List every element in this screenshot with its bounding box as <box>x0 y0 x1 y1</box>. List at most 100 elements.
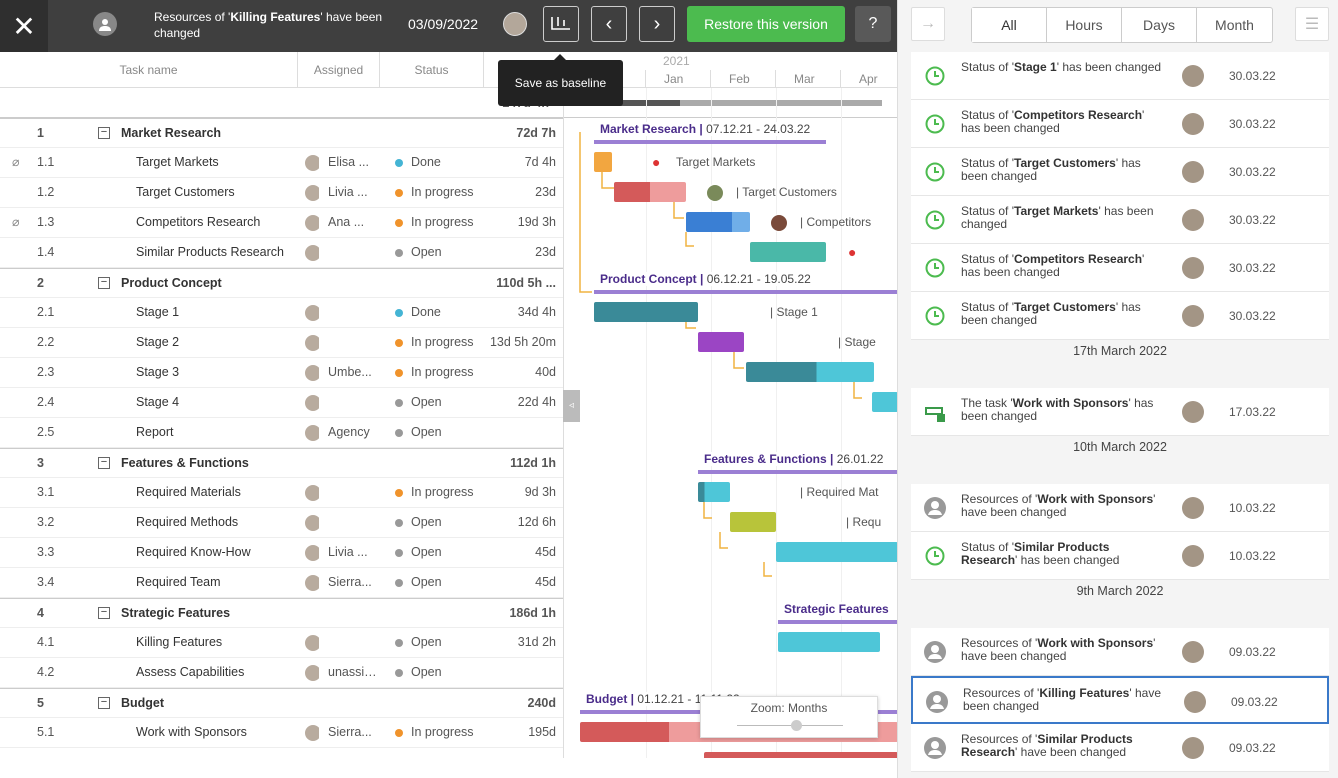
gantt-bar[interactable] <box>704 752 897 758</box>
status-cell[interactable]: Open <box>395 628 442 657</box>
task-row[interactable]: 1.4 Similar Products Research Open 23d <box>0 238 563 268</box>
task-name[interactable]: Assess Capabilities <box>136 665 245 679</box>
task-row[interactable]: 3.1 Required Materials In progress 9d 3h <box>0 478 563 508</box>
status-cell[interactable]: Open <box>395 508 442 537</box>
task-row[interactable]: 4.1 Killing Features Open 31d 2h <box>0 628 563 658</box>
arrow-right-icon[interactable]: → <box>911 7 945 41</box>
task-name[interactable]: Required Team <box>136 575 221 589</box>
task-row[interactable]: 3.2 Required Methods Open 12d 6h <box>0 508 563 538</box>
task-row[interactable]: 4.2 Assess Capabilities unassigned Open <box>0 658 563 688</box>
status-cell[interactable]: In progress <box>395 208 474 237</box>
task-row[interactable]: 1.2 Target Customers Livia ... In progress 2… <box>0 178 563 208</box>
task-row[interactable]: 2.5 Report Agency Open <box>0 418 563 448</box>
collapse-icon[interactable]: − <box>98 127 110 139</box>
history-item[interactable]: Status of 'Target Customers' has been ch… <box>911 148 1329 196</box>
task-row[interactable]: 2.4 Stage 4 Open 22d 4h <box>0 388 563 418</box>
task-name[interactable]: Similar Products Research <box>136 245 284 259</box>
history-item[interactable]: Status of 'Competitors Research' has bee… <box>911 244 1329 292</box>
group-row[interactable]: 2 − Product Concept 110d 5h ... <box>0 268 563 298</box>
status-cell[interactable]: In progress <box>395 358 474 387</box>
status-cell[interactable]: Done <box>395 298 441 327</box>
task-name[interactable]: Target Markets <box>136 155 219 169</box>
filter-icon[interactable]: ☰ <box>1295 7 1329 41</box>
status-cell[interactable]: In progress <box>395 478 474 507</box>
history-item[interactable]: Status of 'Competitors Research' has bee… <box>911 100 1329 148</box>
gantt-bar[interactable] <box>594 302 698 322</box>
group-row[interactable]: 3 − Features & Functions 112d 1h <box>0 448 563 478</box>
history-item[interactable]: Resources of 'Work with Sponsors' have b… <box>911 628 1329 676</box>
task-name[interactable]: Required Know-How <box>136 545 251 559</box>
task-name[interactable]: Required Materials <box>136 485 241 499</box>
gantt-bar[interactable] <box>594 152 612 172</box>
status-cell[interactable]: Open <box>395 238 442 267</box>
gantt-bar[interactable] <box>746 362 874 382</box>
task-row[interactable]: 2.3 Stage 3 Umbe... In progress 40d <box>0 358 563 388</box>
status-cell[interactable]: Open <box>395 538 442 567</box>
status-cell[interactable]: Open <box>395 658 442 687</box>
filter-days[interactable]: Days <box>1122 8 1197 42</box>
task-name[interactable]: Required Methods <box>136 515 239 529</box>
restore-version-button[interactable]: Restore this version <box>687 6 845 42</box>
group-row[interactable]: 5 − Budget 240d <box>0 688 563 718</box>
gantt-bar[interactable] <box>686 212 750 232</box>
collapse-icon[interactable]: − <box>98 697 110 709</box>
status-cell[interactable]: In progress <box>395 328 474 357</box>
task-row[interactable]: 3.3 Required Know-How Livia ... Open 45d <box>0 538 563 568</box>
next-version-button[interactable]: › <box>639 6 675 42</box>
status-cell[interactable]: Open <box>395 568 442 597</box>
task-name[interactable]: Stage 4 <box>136 395 180 409</box>
group-row[interactable]: 4 − Strategic Features 186d 1h <box>0 598 563 628</box>
task-name[interactable]: Killing Features <box>136 635 223 649</box>
history-item[interactable]: Resources of 'Similar Products Research'… <box>911 724 1329 772</box>
close-icon[interactable]: ✕ <box>0 0 48 52</box>
task-row[interactable]: ⌀ 1.1 Target Markets Elisa ... Done 7d 4h <box>0 148 563 178</box>
save-baseline-button[interactable] <box>543 6 579 42</box>
history-item[interactable]: Status of 'Stage 1' has been changed 30.0… <box>911 52 1329 100</box>
history-item[interactable]: Status of 'Target Customers' has been ch… <box>911 292 1329 340</box>
task-name[interactable]: Report <box>136 425 174 439</box>
task-row[interactable]: 5.1 Work with Sponsors Sierra... In progres… <box>0 718 563 748</box>
gantt-bar[interactable] <box>872 392 897 412</box>
history-item[interactable]: Status of 'Similar Products Research' ha… <box>911 532 1329 580</box>
gantt-bar[interactable] <box>614 182 686 202</box>
task-name[interactable]: Work with Sponsors <box>136 725 247 739</box>
prev-version-button[interactable]: ‹ <box>591 6 627 42</box>
history-item[interactable]: Resources of 'Killing Features' have bee… <box>911 676 1329 724</box>
collapse-icon[interactable]: − <box>98 457 110 469</box>
task-name[interactable]: Stage 1 <box>136 305 180 319</box>
task-name[interactable]: Competitors Research <box>136 215 261 229</box>
task-row[interactable]: 2.2 Stage 2 In progress 13d 5h 20m <box>0 328 563 358</box>
task-name[interactable]: Target Customers <box>136 185 235 199</box>
task-name[interactable]: Strategic Features <box>121 606 231 620</box>
zoom-slider[interactable] <box>737 720 843 731</box>
status-cell[interactable]: Open <box>395 418 442 447</box>
gantt-bar[interactable] <box>776 542 897 562</box>
gantt-bar[interactable] <box>730 512 776 532</box>
history-item[interactable]: Status of 'Target Markets' has been chan… <box>911 196 1329 244</box>
status-cell[interactable]: In progress <box>395 178 474 207</box>
status-cell[interactable]: Done <box>395 148 441 177</box>
group-row[interactable]: 1 − Market Research 72d 7h <box>0 118 563 148</box>
collapse-icon[interactable]: − <box>98 607 110 619</box>
col-assigned[interactable]: Assigned <box>298 52 380 88</box>
task-name[interactable]: Features & Functions <box>121 456 249 470</box>
col-status[interactable]: Status <box>380 52 484 88</box>
help-icon[interactable]: ? <box>855 6 891 42</box>
filter-all[interactable]: All <box>972 8 1047 42</box>
task-name[interactable]: Market Research <box>121 126 222 140</box>
task-row[interactable]: 2.1 Stage 1 Done 34d 4h <box>0 298 563 328</box>
task-name[interactable]: Stage 3 <box>136 365 180 379</box>
gantt-bar[interactable] <box>698 332 744 352</box>
status-cell[interactable]: In progress <box>395 718 474 747</box>
zoom-slider-knob[interactable] <box>791 720 802 731</box>
filter-month[interactable]: Month <box>1215 17 1254 33</box>
gantt-bar[interactable] <box>750 242 826 262</box>
task-row[interactable]: 3.4 Required Team Sierra... Open 45d <box>0 568 563 598</box>
task-name[interactable]: Budget <box>121 696 165 710</box>
history-item[interactable]: Resources of 'Work with Sponsors' have b… <box>911 484 1329 532</box>
collapse-icon[interactable]: − <box>98 277 110 289</box>
task-name[interactable]: Stage 2 <box>136 335 180 349</box>
col-task-name[interactable]: Task name <box>0 52 298 88</box>
collapse-grid-handle[interactable]: ◃ <box>563 390 580 422</box>
status-cell[interactable]: Open <box>395 388 442 417</box>
